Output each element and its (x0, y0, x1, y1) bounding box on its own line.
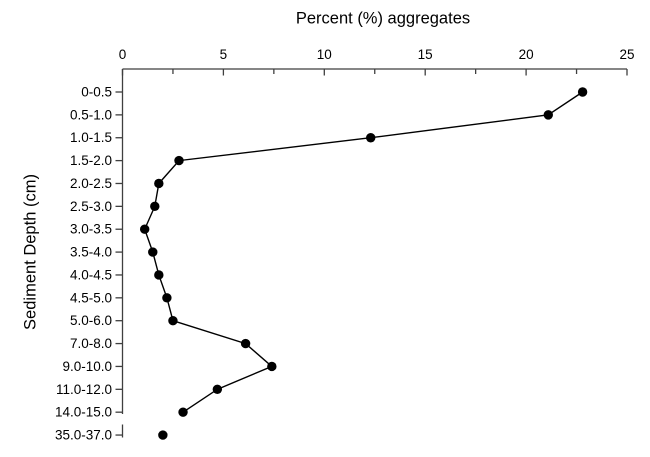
data-point (158, 430, 168, 440)
y-tick-label: 9.0-10.0 (62, 359, 112, 374)
x-tick-label: 0 (119, 47, 127, 62)
data-point (577, 87, 588, 97)
y-tick-label: 7.0-8.0 (70, 336, 112, 351)
data-point (366, 133, 376, 143)
data-point (240, 338, 251, 349)
y-tick-label: 0-0.5 (81, 85, 112, 100)
data-point (174, 155, 184, 166)
y-tick-label: 11.0-12.0 (56, 382, 112, 397)
y-tick-label: 5.0-6.0 (70, 313, 112, 328)
y-tick-label: 4.5-5.0 (70, 290, 112, 305)
y-tick-label: 3.5-4.0 (70, 245, 112, 260)
x-tick-label: 20 (519, 47, 534, 62)
x-axis-title: Percent (%) aggregates (295, 9, 471, 28)
y-tick-label: 14.0-15.0 (55, 405, 112, 420)
data-point (267, 361, 277, 372)
y-tick-label: 1.5-2.0 (70, 153, 112, 168)
y-tick-label: 35.0-37.0 (55, 428, 112, 443)
y-tick-label: 4.0-4.5 (70, 267, 112, 282)
y-tick-label: 1.0-1.5 (70, 130, 112, 145)
y-tick-label: 0.5-1.0 (70, 107, 112, 122)
data-point (178, 407, 188, 417)
x-tick-label: 25 (619, 47, 634, 62)
data-point (148, 247, 158, 257)
data-point (543, 110, 553, 120)
data-point (168, 316, 178, 326)
data-point (139, 224, 150, 234)
data-line (143, 91, 583, 413)
data-point (154, 178, 164, 189)
y-tick-label: 2.5-3.0 (70, 199, 112, 214)
y-tick-label: 2.0-2.5 (70, 176, 112, 191)
x-tick-label: 5 (220, 47, 228, 62)
data-point (162, 293, 172, 303)
data-point (154, 270, 164, 280)
data-point (150, 201, 160, 212)
y-tick-label: 3.0-3.5 (70, 222, 112, 237)
x-tick-label: 15 (418, 47, 433, 62)
x-tick-label: 10 (317, 47, 332, 62)
data-point (212, 384, 223, 395)
